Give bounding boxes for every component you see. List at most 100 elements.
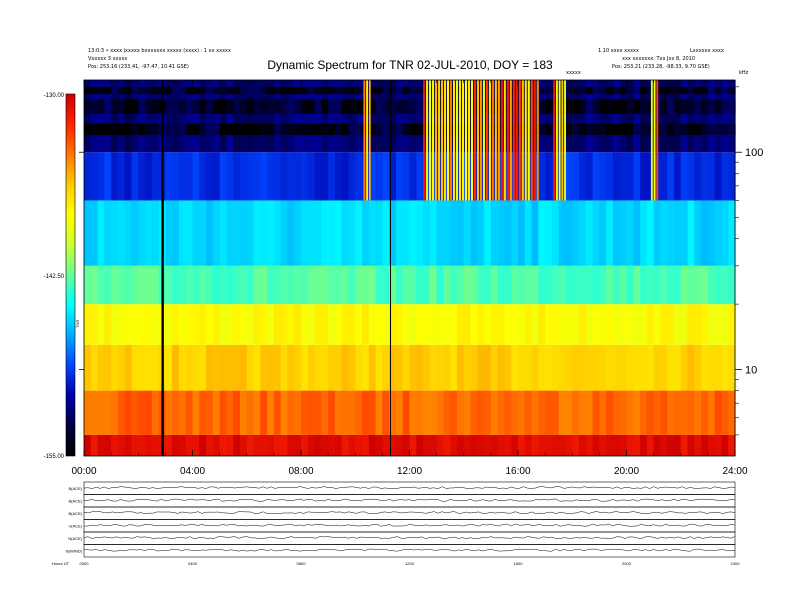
spectrum-cell (185, 152, 194, 201)
spectrum-cell (192, 344, 200, 391)
spectrum-cell (341, 434, 350, 456)
spectrum-cell (545, 123, 553, 136)
spectrum-cell (104, 80, 112, 153)
spectrum-cell (131, 80, 139, 153)
spectrum-cell (226, 434, 234, 456)
spectrum-cell (409, 99, 417, 114)
colorbar-tick-label: -142.50 (44, 274, 65, 280)
spectrum-cell (416, 434, 424, 456)
spectrum-cell (416, 265, 424, 305)
colorbar-unit-label: TNR (75, 320, 80, 328)
spectrum-cell (551, 152, 560, 201)
y-tick-label: 100 (745, 147, 763, 159)
spectrum-cell (375, 80, 383, 153)
spectrum-cell (375, 265, 383, 305)
spectrum-cell (490, 86, 499, 95)
spectrum-cell (273, 152, 282, 201)
spectrum-cell (145, 152, 153, 201)
spectrum-cell (606, 200, 614, 266)
spectrum-cell (497, 344, 506, 391)
spectrum-cell (660, 434, 668, 456)
spectrum-cell (287, 304, 295, 345)
spectrum-cell (531, 304, 539, 345)
spectrum-cell (165, 123, 173, 136)
spectrum-cell (233, 200, 241, 266)
spectrum-cell (246, 99, 255, 114)
spectrum-cell (463, 434, 472, 456)
spectrum-cell (138, 390, 146, 435)
spectrum-cell (219, 86, 228, 95)
spectrum-cell (463, 80, 472, 153)
radio-burst (366, 80, 368, 201)
spectrum-cell (409, 200, 417, 266)
spectrum-cell (395, 200, 404, 266)
radio-burst (503, 80, 506, 201)
spectrum-cell (375, 152, 383, 201)
spectrum-cell (172, 99, 180, 114)
spectrum-cell (348, 390, 356, 435)
spectrum-cell (273, 123, 282, 136)
spectrum-cell (97, 86, 105, 95)
radio-burst (452, 80, 456, 201)
spectrum-cell (321, 390, 329, 435)
spectrum-cell (592, 86, 600, 95)
spectrum-cell (640, 434, 648, 456)
radio-burst (491, 80, 494, 201)
spectrum-cell (423, 390, 431, 435)
spectrum-cell (239, 434, 248, 456)
spectrum-cell (273, 265, 282, 305)
spectrum-cell (599, 123, 607, 136)
spectrum-cell (612, 123, 621, 136)
spectrum-cell (253, 152, 261, 201)
spectrum-cell (572, 304, 580, 345)
spectrum-cell (192, 200, 200, 266)
spectrum-cell (334, 200, 343, 266)
spectrum-cell (572, 86, 580, 95)
spectrum-cell (185, 304, 194, 345)
spectrum-cell (341, 123, 350, 136)
spectrum-cell (687, 152, 695, 201)
spectrum-cell (606, 152, 614, 201)
spectrum-cell (206, 200, 214, 266)
spectrum-cell (165, 265, 173, 305)
radio-burst (444, 80, 447, 201)
spectrum-cell (646, 99, 655, 114)
spectrum-cell (592, 80, 600, 153)
spectrum-cell (178, 86, 187, 95)
spectrum-cell (728, 200, 736, 266)
spectrum-cell (328, 434, 336, 456)
spectrum-cell (314, 265, 322, 305)
spectrum-cell (680, 152, 689, 201)
spectrum-cell (714, 123, 723, 136)
spectrum-cell (219, 80, 228, 153)
spectrum-cell (287, 80, 295, 153)
spectrum-cell (233, 123, 241, 136)
spectrum-cell (267, 80, 275, 153)
radio-burst (653, 80, 656, 201)
spectrum-cell (518, 304, 526, 345)
spectrum-cell (721, 265, 729, 305)
spectrum-cell (592, 390, 600, 435)
spectrum-cell (368, 304, 377, 345)
spectrum-cell (579, 304, 587, 345)
spectrum-cell (640, 265, 648, 305)
spectrum-cell (436, 123, 445, 136)
spectrum-cell (694, 265, 702, 305)
spectrum-cell (382, 304, 390, 345)
spectrum-cell (626, 123, 634, 136)
spectrum-cell (701, 152, 709, 201)
spectrum-cell (470, 265, 478, 305)
spectrum-cell (518, 86, 526, 95)
spectrum-cell (402, 86, 411, 95)
panel-x-tick-label: 2400 (731, 561, 741, 566)
spectrum-cell (416, 99, 424, 114)
spectrum-cell (667, 86, 675, 95)
spectrum-cell (206, 390, 214, 435)
spectrum-cell (321, 265, 329, 305)
spectrum-cell (375, 434, 383, 456)
spectrum-cell (524, 265, 533, 305)
spectrum-cell (667, 200, 675, 266)
spectrum-cell (667, 99, 675, 114)
spectrum-cell (450, 200, 458, 266)
